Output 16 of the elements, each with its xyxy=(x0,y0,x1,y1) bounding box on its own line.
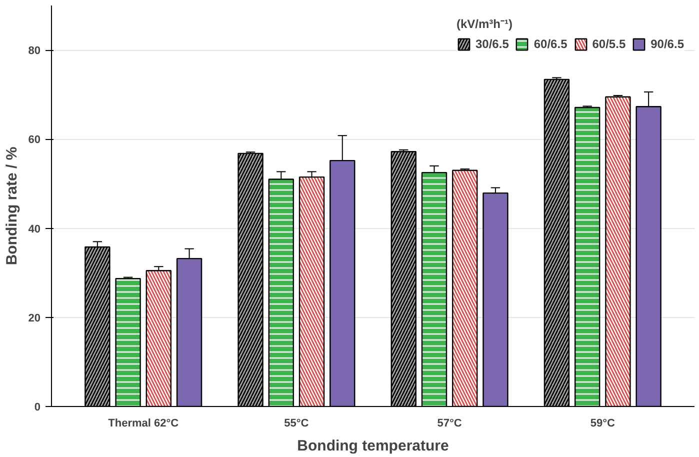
legend-label: 30/6.5 xyxy=(476,37,509,51)
x-tick-label: 59°C xyxy=(590,418,615,430)
y-tick-label: 60 xyxy=(28,134,41,146)
legend-label: 90/6.5 xyxy=(650,37,684,51)
x-tick-label: Thermal 62°C xyxy=(108,418,179,430)
legend-label: 60/5.5 xyxy=(592,37,626,51)
y-tick-label: 80 xyxy=(28,45,41,58)
x-tick-label: 57°C xyxy=(437,418,462,430)
y-tick-label: 0 xyxy=(34,402,41,414)
x-tick-label: 55°C xyxy=(284,418,309,430)
legend-title: (kV/m³h⁻¹) xyxy=(456,16,514,32)
y-axis-title: Bonding rate / % xyxy=(3,146,20,266)
y-tick-label: 40 xyxy=(28,223,41,236)
y-tick-label: 20 xyxy=(28,312,41,324)
x-axis-title: Bonding temperature xyxy=(297,438,449,454)
legend-label: 60/6.5 xyxy=(534,37,568,51)
